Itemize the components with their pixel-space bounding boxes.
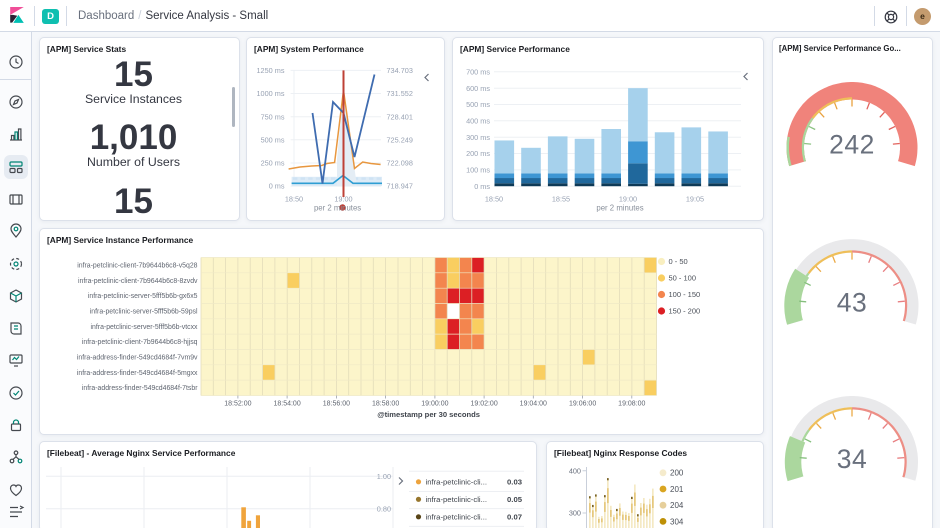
svg-text:18:50: 18:50: [285, 195, 303, 204]
svg-text:725.249: 725.249: [387, 135, 413, 144]
svg-text:1.00: 1.00: [377, 472, 391, 481]
svg-text:304: 304: [670, 517, 684, 526]
svg-text:750 ms: 750 ms: [261, 112, 285, 121]
svg-text:19:05: 19:05: [686, 195, 704, 204]
svg-text:201: 201: [670, 485, 684, 494]
svg-text:infra-petclinic-cli...: infra-petclinic-cli...: [426, 513, 488, 522]
svg-text:700 ms: 700 ms: [466, 67, 490, 76]
svg-text:100 - 150: 100 - 150: [669, 290, 701, 299]
svg-text:400: 400: [569, 467, 581, 476]
svg-text:0.05: 0.05: [507, 495, 523, 504]
svg-text:19:02:00: 19:02:00: [470, 401, 497, 408]
svg-text:19:06:00: 19:06:00: [569, 401, 596, 408]
svg-text:0 - 50: 0 - 50: [669, 257, 688, 266]
svg-text:734.703: 734.703: [387, 66, 413, 75]
svg-text:18:50: 18:50: [485, 195, 503, 204]
svg-text:1000 ms: 1000 ms: [257, 89, 285, 98]
svg-text:400 ms: 400 ms: [466, 116, 490, 125]
svg-text:200: 200: [670, 469, 684, 478]
svg-text:infra-petclinic-server-5fff5b6: infra-petclinic-server-5fff5b6b-vtcxx: [91, 324, 199, 331]
svg-text:242: 242: [829, 130, 875, 160]
svg-text:200 ms: 200 ms: [466, 149, 490, 158]
svg-text:250 ms: 250 ms: [261, 159, 285, 168]
svg-text:204: 204: [670, 501, 684, 510]
svg-text:per 2 minutes: per 2 minutes: [596, 204, 643, 213]
svg-text:infra-petclinic-client-7b9644b: infra-petclinic-client-7b9644b6c8-8zvdv: [78, 278, 198, 285]
svg-text:300 ms: 300 ms: [466, 133, 490, 142]
svg-text:50 - 100: 50 - 100: [669, 274, 697, 283]
svg-text:18:55: 18:55: [552, 195, 570, 204]
svg-text:0.03: 0.03: [507, 478, 522, 487]
svg-text:722.098: 722.098: [387, 159, 413, 168]
svg-text:18:56:00: 18:56:00: [323, 401, 350, 408]
svg-text:0.80: 0.80: [377, 505, 391, 514]
svg-text:43: 43: [837, 288, 867, 318]
svg-text:infra-petclinic-cli...: infra-petclinic-cli...: [426, 478, 488, 487]
svg-text:infra-petclinic-server-5fff5b6: infra-petclinic-server-5fff5b6b-gx6x5: [88, 293, 198, 300]
svg-text:19:00: 19:00: [619, 195, 637, 204]
svg-text:718.947: 718.947: [387, 182, 413, 191]
svg-text:0 ms: 0 ms: [269, 182, 285, 191]
svg-text:infra-petclinic-cli...: infra-petclinic-cli...: [426, 495, 488, 504]
svg-text:500 ms: 500 ms: [466, 100, 490, 109]
svg-text:infra-address-finder-549cd4684: infra-address-finder-549cd4684f-7tsbr: [82, 385, 198, 392]
svg-text:19:04:00: 19:04:00: [520, 401, 547, 408]
svg-text:per 2 minutes: per 2 minutes: [314, 204, 361, 213]
svg-text:18:58:00: 18:58:00: [372, 401, 399, 408]
svg-text:19:08:00: 19:08:00: [618, 401, 645, 408]
svg-text:0 ms: 0 ms: [474, 182, 490, 191]
svg-text:@timestamp per 30 seconds: @timestamp per 30 seconds: [377, 410, 480, 419]
svg-text:1250 ms: 1250 ms: [257, 66, 285, 75]
svg-text:infra-petclinic-client-7b9644b: infra-petclinic-client-7b9644b6c8-hjjsq: [82, 339, 198, 346]
svg-text:18:54:00: 18:54:00: [273, 401, 300, 408]
svg-text:19:00: 19:00: [334, 195, 352, 204]
svg-text:infra-address-finder-549cd4684: infra-address-finder-549cd4684f-7vm9v: [77, 355, 198, 362]
svg-text:731.552: 731.552: [387, 89, 413, 98]
svg-text:300: 300: [569, 509, 581, 518]
svg-text:728.401: 728.401: [387, 112, 413, 121]
svg-text:infra-address-finder-549cd4684: infra-address-finder-549cd4684f-5mgxx: [77, 370, 198, 377]
svg-text:0.07: 0.07: [507, 513, 522, 522]
svg-text:19:00:00: 19:00:00: [421, 401, 448, 408]
svg-text:100 ms: 100 ms: [466, 166, 490, 175]
svg-text:34: 34: [837, 444, 867, 474]
svg-text:500 ms: 500 ms: [261, 135, 285, 144]
svg-text:18:52:00: 18:52:00: [224, 401, 251, 408]
svg-text:infra-petclinic-server-5fff5b6: infra-petclinic-server-5fff5b6b-59psl: [90, 309, 198, 316]
svg-text:infra-petclinic-client-7b9644b: infra-petclinic-client-7b9644b6c8-v5q28: [77, 263, 197, 270]
svg-text:150 - 200: 150 - 200: [669, 307, 701, 316]
svg-text:600 ms: 600 ms: [466, 84, 490, 93]
